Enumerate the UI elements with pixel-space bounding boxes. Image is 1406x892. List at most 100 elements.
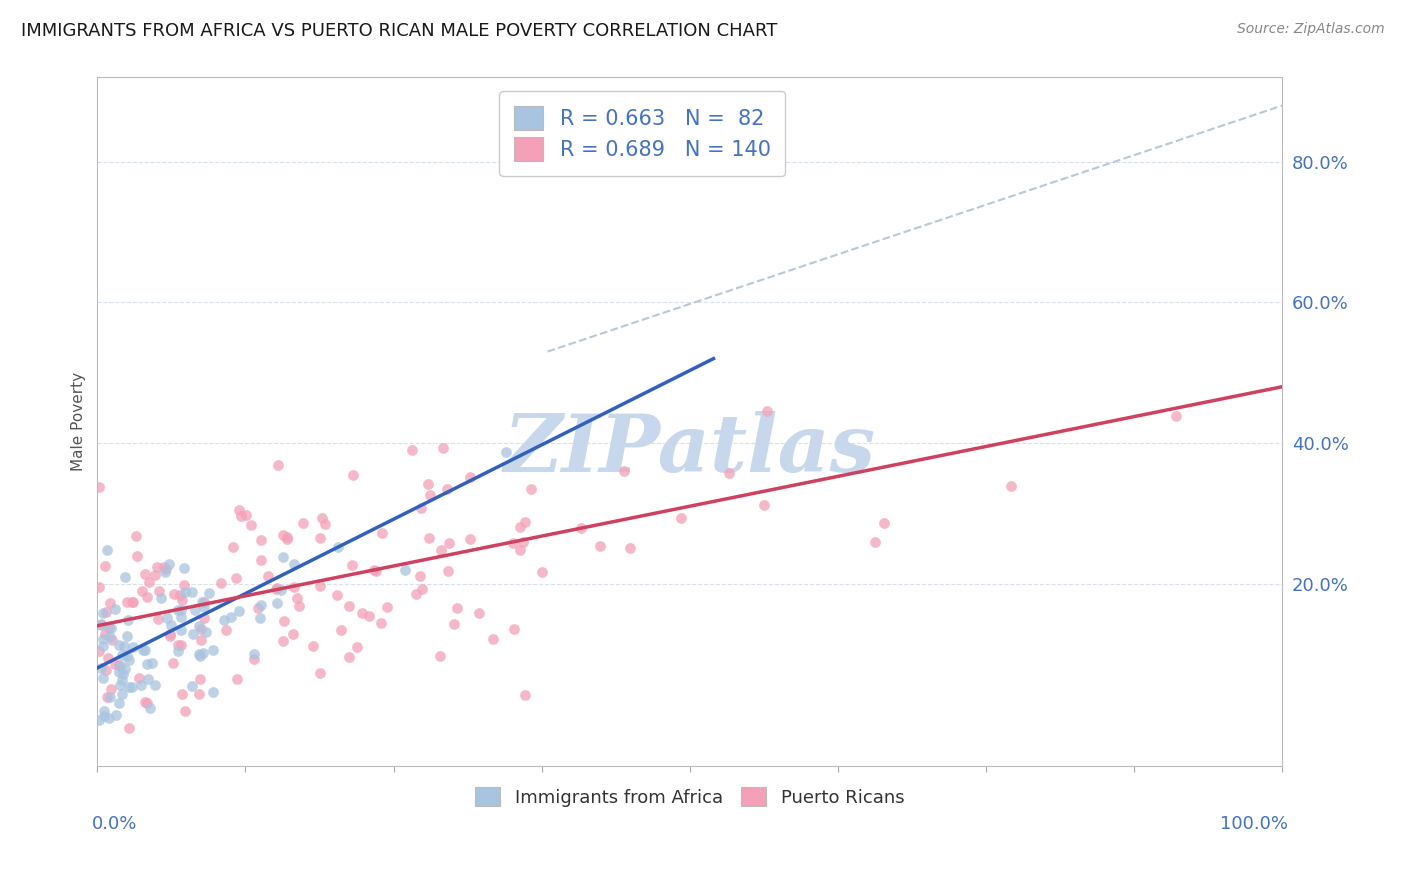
Point (509, 543, 531, 558)
Point (167, 638, 190, 652)
Point (188, 648, 211, 663)
Point (352, 606, 374, 620)
Point (1164, 409, 1187, 423)
Point (669, 511, 692, 525)
Text: Source: ZipAtlas.com: Source: ZipAtlas.com (1237, 22, 1385, 37)
Point (411, 582, 433, 596)
Point (118, 680, 141, 694)
Point (104, 707, 127, 722)
Point (302, 639, 325, 653)
Point (309, 578, 332, 592)
Text: 0.0%: 0.0% (91, 814, 136, 832)
Point (281, 627, 304, 641)
Point (363, 563, 385, 577)
Point (409, 569, 432, 583)
Point (446, 600, 468, 615)
Point (458, 470, 481, 484)
Point (131, 584, 153, 599)
Point (509, 520, 531, 534)
Point (90, 661, 112, 675)
Point (193, 610, 215, 624)
Point (337, 599, 360, 614)
Point (530, 565, 553, 579)
Point (276, 530, 298, 544)
Point (172, 687, 194, 701)
Point (873, 516, 896, 530)
Point (87, 714, 110, 728)
Point (97, 651, 120, 665)
Point (173, 584, 195, 599)
Point (111, 666, 134, 681)
Point (125, 549, 148, 564)
Point (364, 565, 387, 579)
Point (229, 509, 252, 524)
Point (98, 597, 121, 611)
Point (264, 582, 287, 596)
Point (242, 647, 264, 661)
Point (314, 516, 336, 531)
Point (359, 608, 381, 623)
Point (458, 533, 481, 547)
Point (405, 587, 427, 601)
Point (243, 651, 266, 665)
Point (96, 663, 118, 677)
Point (756, 403, 779, 417)
Point (153, 560, 176, 574)
Point (193, 600, 215, 615)
Point (419, 488, 441, 502)
Point (108, 665, 131, 679)
Point (228, 503, 250, 517)
Point (468, 606, 491, 620)
Point (502, 535, 524, 549)
Point (159, 626, 181, 640)
Point (409, 500, 432, 515)
Y-axis label: Male Poverty: Male Poverty (72, 372, 86, 472)
Point (266, 582, 288, 596)
Point (266, 596, 288, 610)
Point (121, 594, 143, 608)
Point (90, 616, 112, 631)
Point (149, 591, 172, 606)
Point (340, 558, 363, 573)
Point (436, 564, 458, 578)
Point (100, 681, 122, 696)
Point (93, 640, 115, 654)
Point (136, 672, 159, 686)
Point (190, 633, 212, 648)
Point (173, 561, 195, 575)
Point (247, 600, 270, 615)
Point (717, 466, 740, 480)
Point (512, 535, 534, 549)
Point (170, 623, 193, 637)
Point (117, 594, 139, 608)
Point (141, 657, 163, 671)
Point (87, 644, 110, 658)
Legend: Immigrants from Africa, Puerto Ricans: Immigrants from Africa, Puerto Ricans (467, 779, 914, 816)
Point (183, 627, 205, 641)
Point (619, 541, 641, 556)
Point (170, 603, 193, 617)
Point (91, 671, 114, 685)
Point (202, 642, 225, 657)
Point (183, 603, 205, 617)
Point (146, 560, 169, 574)
Point (235, 508, 257, 522)
Point (118, 721, 141, 735)
Point (138, 574, 160, 589)
Point (209, 575, 232, 590)
Point (128, 671, 150, 685)
Point (162, 657, 184, 671)
Point (93, 558, 115, 573)
Point (202, 685, 225, 699)
Point (93, 704, 115, 718)
Point (187, 648, 209, 662)
Point (249, 533, 271, 547)
Point (273, 614, 295, 628)
Point (188, 672, 211, 686)
Point (94, 605, 117, 619)
Point (146, 612, 169, 626)
Point (96, 690, 118, 704)
Point (215, 623, 238, 637)
Point (160, 618, 183, 632)
Point (271, 550, 294, 565)
